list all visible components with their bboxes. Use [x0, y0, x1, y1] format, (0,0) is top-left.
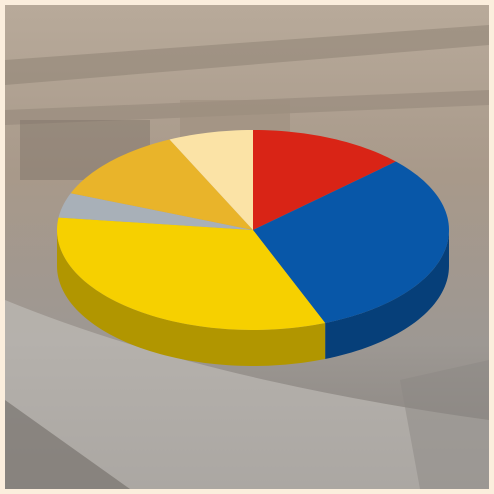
slice-top — [253, 161, 449, 323]
slice-top — [253, 130, 396, 230]
slice — [169, 130, 253, 230]
slice-side — [325, 230, 449, 359]
slice — [57, 217, 326, 366]
slice — [253, 161, 449, 359]
slice-side — [57, 230, 326, 366]
slice-top — [57, 217, 326, 330]
slice-top — [58, 193, 253, 230]
slice — [58, 193, 253, 230]
slice — [70, 139, 253, 230]
slice-top — [169, 130, 253, 230]
slice-top — [70, 139, 253, 230]
pie — [57, 130, 449, 366]
slice — [253, 130, 396, 230]
